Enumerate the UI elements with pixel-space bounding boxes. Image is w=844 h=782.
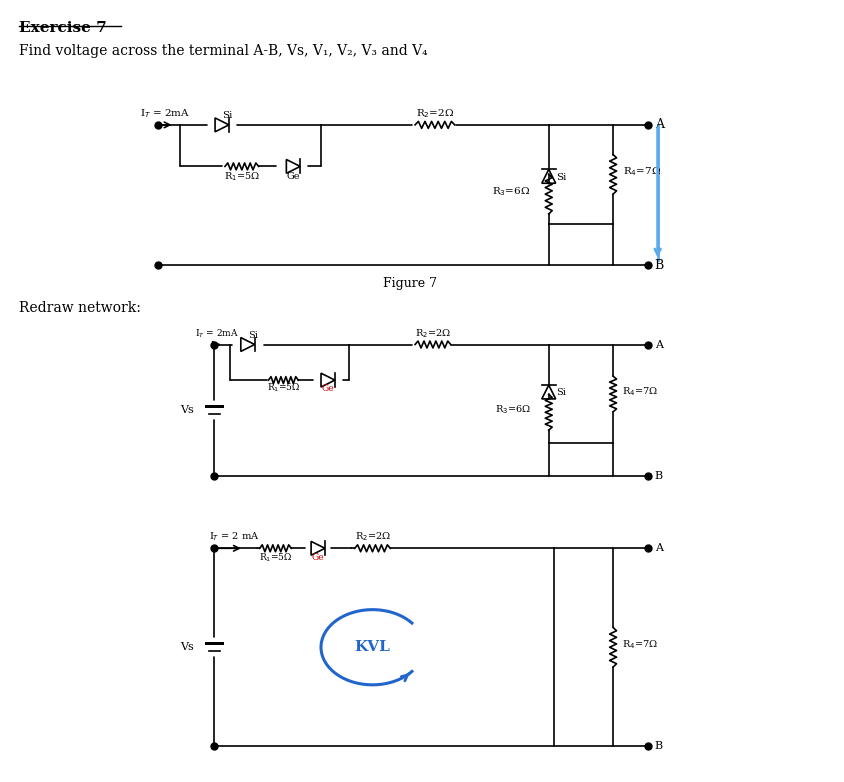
Text: A: A: [654, 118, 663, 131]
Text: I$_T$ = 2 mA: I$_T$ = 2 mA: [208, 530, 259, 543]
Text: R$_2$=2Ω: R$_2$=2Ω: [414, 328, 451, 340]
Text: R$_4$=7Ω: R$_4$=7Ω: [621, 638, 657, 651]
Text: Si: Si: [555, 174, 565, 182]
Text: R$_3$=6Ω: R$_3$=6Ω: [491, 185, 529, 198]
Text: B: B: [654, 259, 663, 272]
Text: R$_1$=5Ω: R$_1$=5Ω: [267, 382, 300, 394]
Text: I$_T$ = 2mA: I$_T$ = 2mA: [195, 328, 239, 340]
Text: Si: Si: [555, 388, 565, 397]
Text: KVL: KVL: [354, 640, 390, 655]
Text: Exercise 7: Exercise 7: [19, 21, 106, 35]
Text: Ge: Ge: [286, 172, 300, 181]
Text: Redraw network:: Redraw network:: [19, 301, 141, 315]
Text: A: A: [654, 339, 662, 350]
Text: B: B: [654, 471, 662, 481]
Text: Vs: Vs: [181, 405, 194, 415]
Text: Ge: Ge: [322, 384, 334, 393]
Text: R$_2$=2Ω: R$_2$=2Ω: [415, 107, 453, 120]
Text: Ge: Ge: [311, 553, 324, 562]
Text: I$_T$ = 2mA: I$_T$ = 2mA: [140, 107, 191, 120]
Text: R$_4$=7Ω: R$_4$=7Ω: [621, 385, 657, 398]
Text: Si: Si: [222, 111, 232, 120]
Text: R$_3$=6Ω: R$_3$=6Ω: [495, 404, 530, 416]
Text: Si: Si: [247, 331, 257, 339]
Text: Vs: Vs: [181, 642, 194, 652]
Text: R$_4$=7Ω: R$_4$=7Ω: [622, 165, 660, 178]
Text: B: B: [654, 741, 662, 752]
Text: R$_1$=5Ω: R$_1$=5Ω: [258, 551, 292, 564]
Text: Figure 7: Figure 7: [382, 277, 436, 290]
Text: R$_1$=5Ω: R$_1$=5Ω: [224, 170, 259, 183]
Text: R$_2$=2Ω: R$_2$=2Ω: [354, 530, 390, 543]
Text: Find voltage across the terminal A-B, Vs, V₁, V₂, V₃ and V₄: Find voltage across the terminal A-B, Vs…: [19, 44, 427, 58]
Text: A: A: [654, 543, 662, 554]
